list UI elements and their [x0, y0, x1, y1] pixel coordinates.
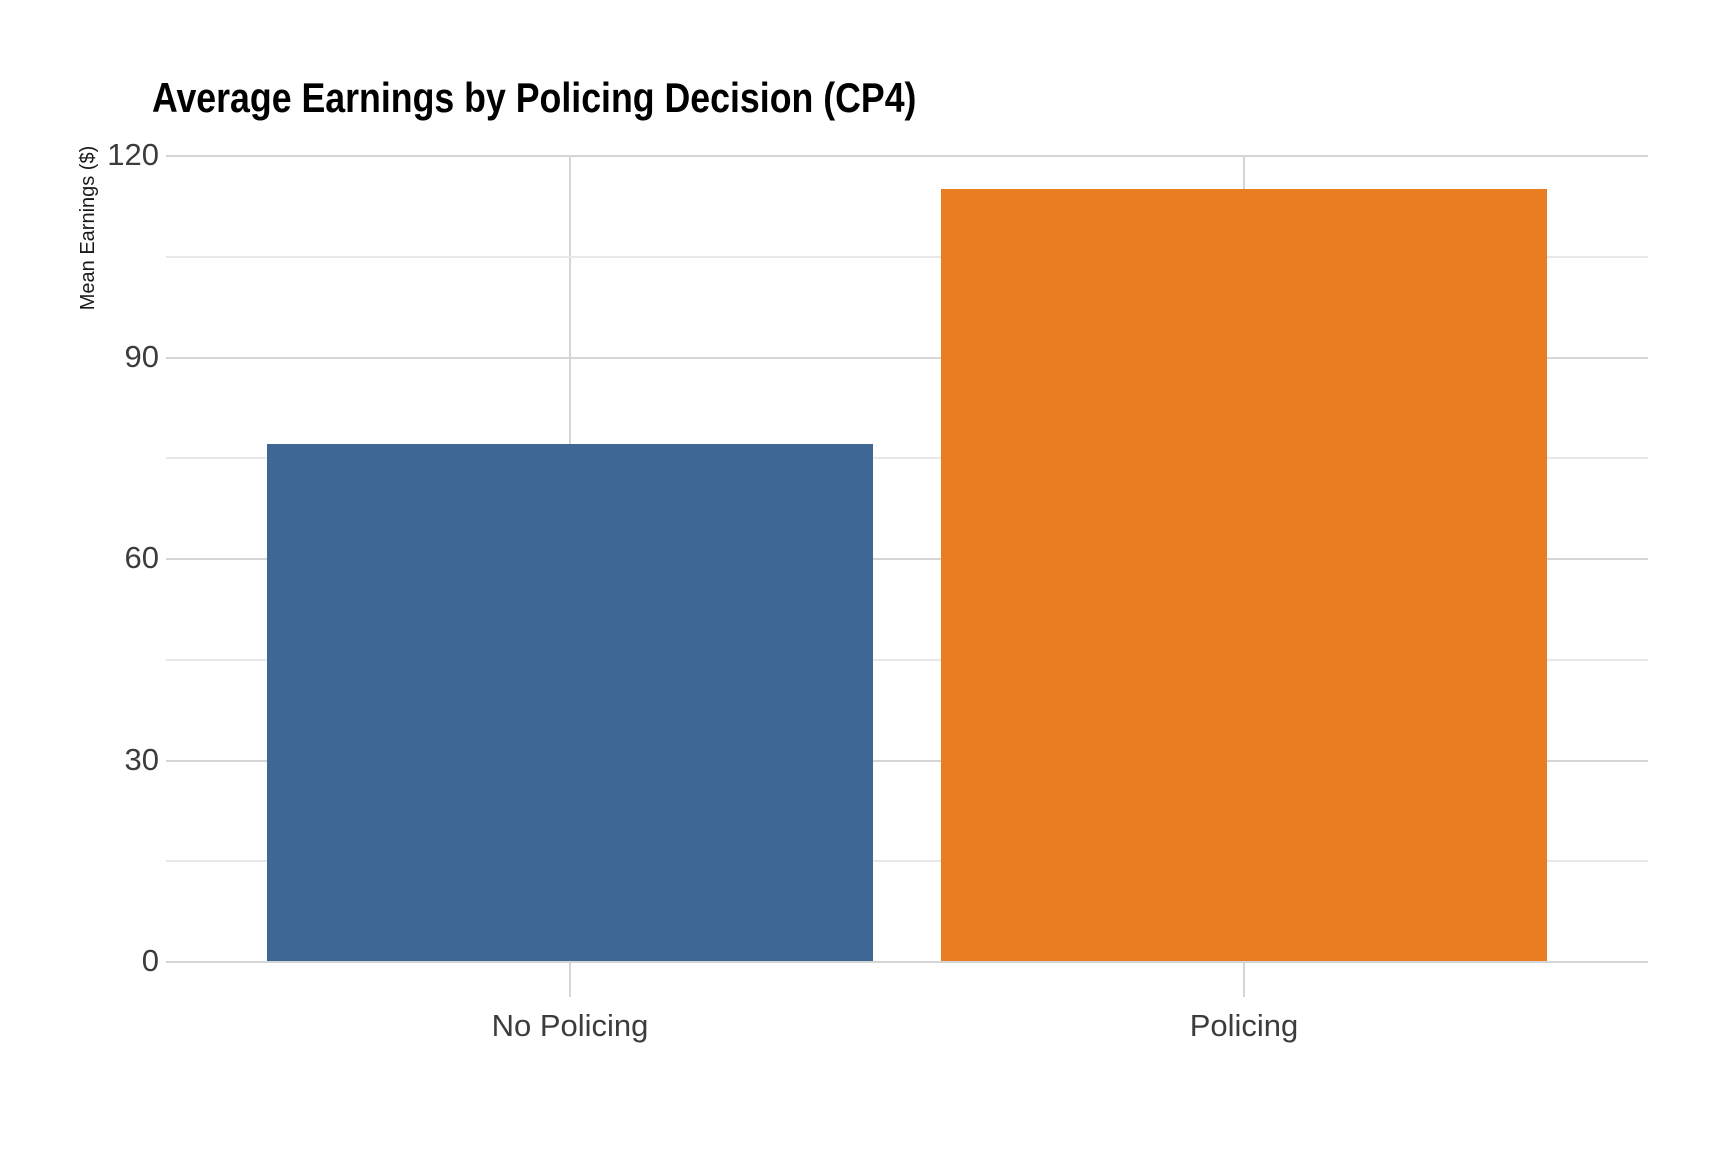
bar-no-policing: [267, 444, 873, 961]
gridline-major: [166, 357, 1648, 359]
gridline-major: [166, 760, 1648, 762]
y-tick-label: 0: [141, 943, 159, 978]
chart-title: Average Earnings by Policing Decision (C…: [152, 74, 917, 121]
gridline-major: [166, 961, 1648, 963]
gridline-major: [166, 155, 1648, 157]
y-tick-label: 90: [124, 339, 159, 374]
gridline-minor: [166, 256, 1648, 258]
y-tick-label: 120: [107, 137, 159, 172]
y-tick-label: 30: [124, 742, 159, 777]
gridline-minor: [166, 860, 1648, 862]
y-tick-label: 60: [124, 540, 159, 575]
x-category-label: Policing: [1189, 1008, 1299, 1043]
gridline-minor: [166, 457, 1648, 459]
bar-policing: [941, 189, 1547, 961]
x-category-label: No Policing: [491, 1008, 649, 1043]
gridline-minor: [166, 659, 1648, 661]
gridline-major: [166, 558, 1648, 560]
